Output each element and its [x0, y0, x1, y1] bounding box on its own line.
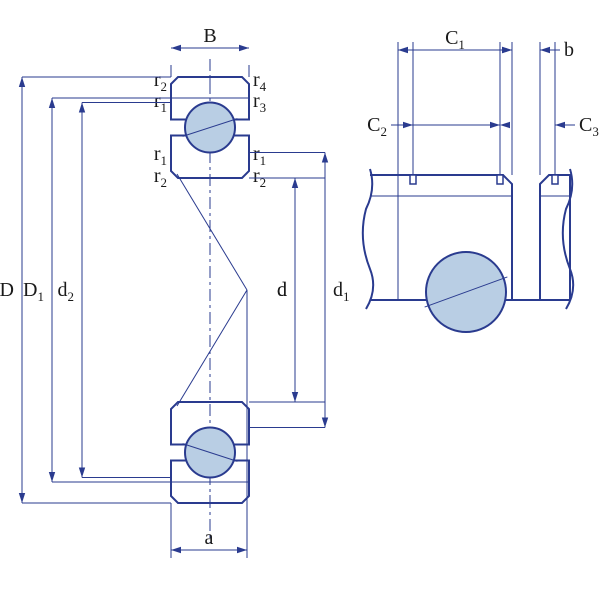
svg-text:C3: C3	[579, 114, 599, 139]
svg-text:r2: r2	[154, 165, 167, 190]
svg-text:d: d	[277, 279, 287, 301]
svg-text:d1: d1	[333, 279, 350, 304]
svg-text:a: a	[205, 527, 214, 549]
svg-text:b: b	[564, 39, 574, 61]
right-detail: C1 b C2 C3	[363, 27, 599, 332]
left-section: r2r1r4r3r1r2r1r2BDD1d2ddd1a	[0, 25, 350, 558]
svg-text:B: B	[203, 25, 216, 47]
svg-text:d2: d2	[58, 279, 75, 304]
svg-text:D: D	[0, 279, 14, 301]
svg-text:D1: D1	[23, 279, 44, 304]
svg-text:C1: C1	[445, 27, 465, 52]
svg-text:C2: C2	[367, 114, 387, 139]
